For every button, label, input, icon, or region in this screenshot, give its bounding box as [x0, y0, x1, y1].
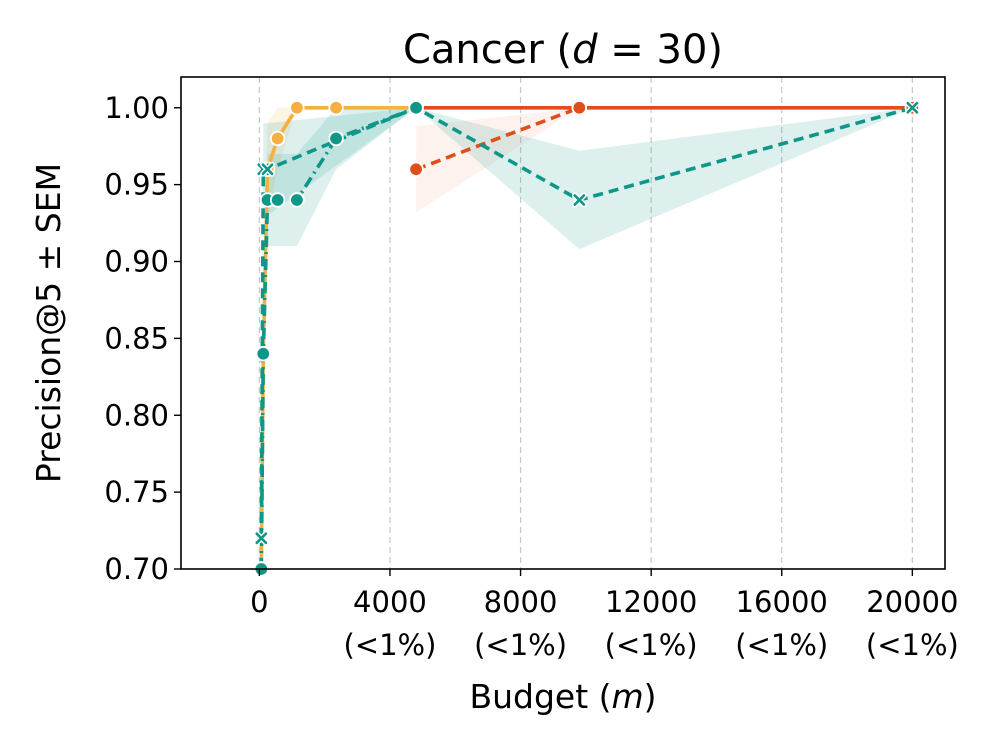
y-tick-label: 0.80	[104, 398, 169, 432]
x-tick-label: 12000	[605, 585, 697, 619]
series-band-teal-dashdot-circle	[261, 107, 417, 570]
series-line-red-dashed	[415, 106, 580, 171]
x-tick-label: 8000	[484, 585, 558, 619]
x-axis-label-prefix: Budget (	[469, 677, 611, 716]
y-tick-label: 0.75	[104, 475, 169, 509]
x-tick-label: 20000	[866, 585, 958, 619]
chart-title-italic: d	[572, 27, 598, 73]
x-axis-label: Budget (m)	[469, 677, 656, 716]
x-tick-sublabel: (<1%)	[343, 628, 436, 662]
x-axis-label-italic: m	[612, 677, 644, 716]
x-tick-sublabel: (<1%)	[866, 628, 959, 662]
x-tick-label: 16000	[736, 585, 828, 619]
series-band-red-dashed	[416, 107, 580, 213]
plot-frame	[180, 76, 946, 570]
data-point-teal-dashdot-circle	[255, 346, 271, 362]
band-layer	[261, 107, 913, 570]
y-tick-label: 0.95	[104, 168, 169, 202]
y-tick-label: 1.00	[104, 91, 169, 125]
data-point-orange-solid	[328, 100, 344, 116]
y-tick-label: 0.70	[104, 552, 169, 586]
data-point-teal-dashdot-circle	[408, 100, 424, 116]
data-point-teal-dashdot-circle	[328, 130, 344, 147]
data-point-teal-dashed-x	[571, 192, 587, 208]
data-point-teal-dashed-x	[905, 100, 920, 116]
series-band-orange-solid	[261, 107, 417, 570]
data-point-teal-dashdot-circle	[269, 192, 286, 208]
series-band-teal-dashed-x	[261, 107, 913, 570]
x-axis-label-suffix: )	[644, 677, 657, 716]
data-point-teal-dashed-x	[260, 161, 275, 177]
y-axis-label: Precision@5 ± SEM	[29, 163, 68, 483]
grid-layer	[258, 77, 913, 569]
y-tick-label: 0.85	[104, 321, 169, 355]
data-point-orange-solid	[289, 100, 305, 116]
data-point-orange-solid	[269, 130, 286, 147]
y-tick-label: 0.90	[104, 245, 169, 279]
x-tick-label: 0	[250, 585, 268, 619]
x-tick-sublabel: (<1%)	[605, 628, 698, 662]
x-tick-sublabel: (<1%)	[735, 628, 828, 662]
tick-layer: 0 4000 (<1%) 8000 (<1%) 12000 (<1%) 16000 (<1%) 2…	[104, 91, 958, 662]
data-point-teal-dashed-x	[253, 530, 269, 546]
data-point-teal-dashdot-circle	[289, 192, 305, 208]
chart-title-suffix: = 30)	[598, 27, 723, 73]
data-point-red-dashed	[571, 100, 588, 116]
data-point-red-dashed	[408, 161, 424, 177]
x-tick-label: 4000	[353, 585, 427, 619]
chart-title-prefix: Cancer (	[403, 27, 572, 73]
x-tick-sublabel: (<1%)	[474, 628, 567, 662]
chart-title: Cancer (d = 30)	[403, 27, 723, 73]
